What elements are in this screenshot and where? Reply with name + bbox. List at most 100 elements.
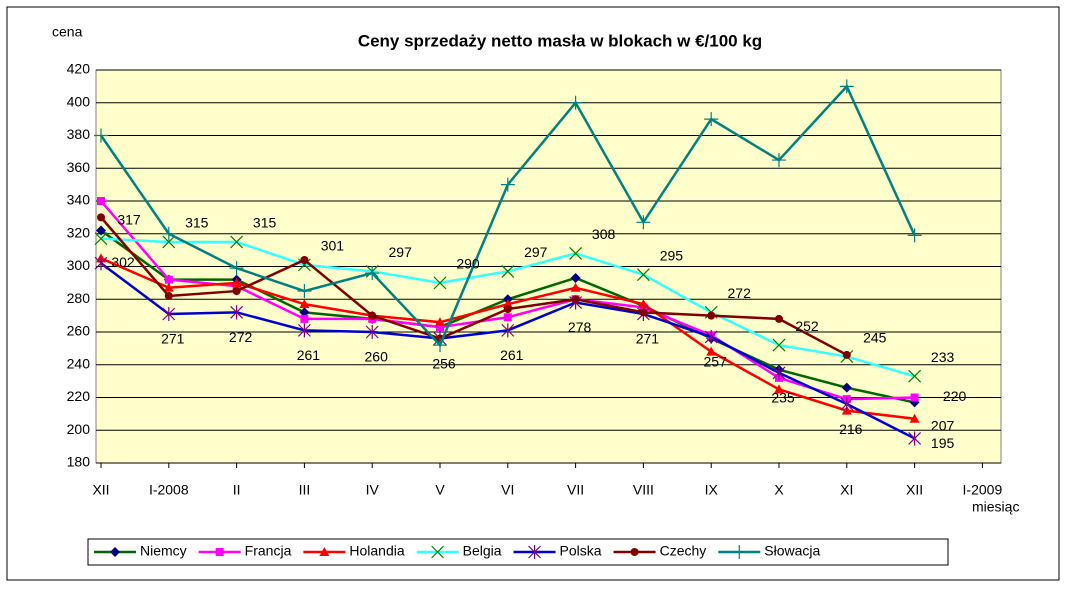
data-point	[503, 313, 512, 322]
data-label: 256	[432, 355, 456, 371]
data-point	[501, 323, 515, 338]
data-point	[910, 393, 919, 402]
x-tick-label: VI	[501, 482, 514, 498]
x-tick-label: I-2009	[963, 482, 1003, 498]
data-point	[365, 325, 379, 339]
data-point	[94, 128, 108, 143]
data-label: 235	[771, 390, 795, 406]
data-label: 261	[500, 347, 524, 363]
x-axis-label: miesiąc	[972, 499, 1019, 515]
data-point	[230, 305, 244, 320]
data-point	[639, 308, 648, 317]
x-tick-label: IV	[366, 482, 380, 498]
legend-marker	[528, 545, 541, 559]
data-point	[636, 215, 651, 230]
data-label: 317	[117, 211, 141, 227]
data-label: 271	[636, 331, 660, 347]
data-point	[839, 79, 854, 94]
data-label: 290	[456, 256, 480, 272]
x-tick-label: II	[233, 482, 241, 498]
series-line	[100, 216, 848, 357]
data-point	[569, 246, 583, 260]
y-tick-label: 260	[67, 323, 91, 339]
data-point	[231, 277, 242, 287]
data-point	[570, 282, 581, 292]
x-tick-label: XI	[840, 482, 853, 498]
legend-label: Holandia	[349, 543, 404, 559]
data-label: 272	[229, 329, 253, 345]
data-point	[502, 299, 513, 309]
x-tick-label: V	[435, 482, 445, 498]
legend-marker	[630, 548, 639, 556]
data-label: 297	[524, 244, 548, 260]
data-point	[297, 284, 312, 299]
data-label: 272	[728, 285, 752, 301]
data-point	[230, 235, 244, 249]
legend-label: Niemcy	[140, 543, 187, 559]
y-tick-label: 400	[67, 93, 91, 109]
data-point	[164, 275, 173, 284]
data-point	[571, 295, 580, 304]
data-label: 271	[161, 331, 185, 347]
data-point	[500, 177, 515, 192]
x-tick-label: X	[774, 482, 784, 498]
x-tick-label: III	[299, 482, 311, 498]
data-label: 252	[795, 318, 819, 334]
data-label: 315	[253, 215, 277, 231]
y-tick-label: 340	[67, 192, 91, 208]
data-label: 245	[863, 329, 887, 345]
data-point	[300, 314, 309, 323]
data-point	[707, 311, 716, 320]
data-point	[638, 299, 649, 309]
legend-marker	[110, 547, 120, 557]
data-label: 233	[931, 349, 955, 365]
data-point	[297, 323, 311, 338]
data-point	[300, 255, 309, 264]
data-label: 295	[660, 247, 684, 263]
y-tick-label: 320	[67, 224, 91, 240]
data-point	[97, 213, 105, 222]
data-label: 257	[704, 354, 728, 370]
data-point	[841, 382, 852, 393]
legend-marker	[215, 548, 224, 556]
x-tick-label: IX	[705, 482, 719, 498]
data-point	[704, 329, 718, 344]
data-point	[636, 268, 650, 282]
data-point	[94, 232, 108, 246]
data-point	[568, 95, 583, 110]
data-point	[162, 306, 176, 321]
data-point	[908, 431, 922, 446]
data-point	[94, 256, 108, 271]
data-point	[775, 314, 783, 323]
data-point	[774, 384, 784, 394]
legend-marker	[319, 547, 330, 556]
data-point	[842, 350, 851, 359]
legend-marker	[732, 545, 747, 559]
data-point	[365, 266, 380, 281]
data-point	[229, 261, 244, 276]
legend-marker	[431, 545, 445, 559]
data-point	[164, 291, 173, 300]
data-point	[435, 317, 445, 327]
y-tick-label: 200	[67, 421, 91, 437]
y-tick-label: 360	[67, 159, 91, 175]
data-label: 278	[568, 319, 592, 335]
y-tick-label: 380	[67, 126, 91, 142]
x-tick-label: VII	[567, 482, 584, 498]
data-label: 301	[321, 238, 345, 254]
data-point	[772, 153, 786, 168]
data-point	[908, 369, 922, 383]
data-point	[232, 287, 241, 296]
data-point	[433, 338, 447, 353]
data-point	[161, 226, 176, 241]
data-point	[433, 276, 447, 290]
legend-label: Francja	[245, 543, 292, 559]
data-point	[503, 305, 512, 314]
legend-label: Polska	[560, 543, 602, 559]
x-tick-label: VIII	[633, 482, 654, 498]
legend-label: Czechy	[660, 543, 707, 559]
x-tick-label: XII	[92, 482, 109, 498]
y-tick-label: 240	[67, 355, 91, 371]
data-label: 220	[943, 388, 967, 404]
